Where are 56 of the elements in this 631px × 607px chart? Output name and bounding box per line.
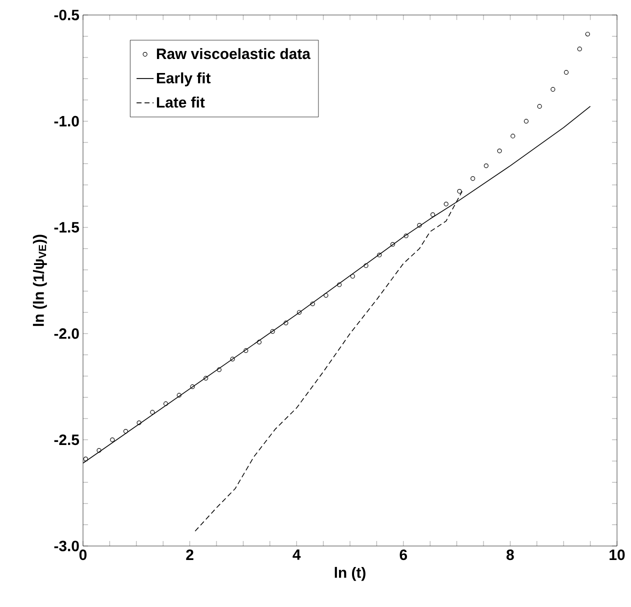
point (377, 252, 382, 258)
point (444, 202, 448, 206)
point (537, 104, 542, 109)
point (417, 222, 422, 228)
point (190, 384, 195, 389)
y-axis-title: ln (ln (1/ψ$_{VE}$)) (32, 234, 47, 326)
point (390, 242, 396, 247)
point (364, 263, 368, 268)
point (337, 282, 342, 288)
point (484, 164, 488, 168)
point (83, 456, 88, 462)
y-tick-label: -1.0 (54, 116, 79, 126)
point (270, 329, 275, 334)
y-tick-label: -2.5 (54, 434, 80, 446)
point (244, 348, 248, 353)
point (310, 302, 315, 306)
point (123, 429, 128, 434)
y-tick-label: -1.5 (54, 222, 80, 233)
point (430, 212, 436, 217)
point (404, 234, 408, 238)
point (577, 46, 582, 52)
point (564, 70, 569, 75)
point (284, 320, 288, 326)
x-tick-label: 6 (400, 550, 408, 560)
point (163, 401, 168, 406)
x-tick-label: 4 (292, 550, 301, 560)
point (256, 340, 262, 344)
point (324, 293, 328, 298)
x-tick-label: 2 (186, 550, 194, 560)
point (216, 367, 222, 372)
point (550, 87, 556, 92)
legend-label: Early fit (156, 72, 211, 86)
point (204, 376, 208, 380)
point (176, 392, 182, 398)
legend-label: Raw viscoelastic data (156, 48, 311, 60)
y-tick-label: -3.0 (54, 540, 79, 552)
x-tick-label: 10 (610, 550, 625, 560)
y-tick-label: -2.0 (54, 328, 79, 339)
point (96, 448, 102, 453)
point (296, 310, 302, 315)
point (497, 148, 502, 154)
point (457, 188, 462, 194)
legend-label: Late fit (156, 96, 205, 108)
point (150, 410, 155, 414)
point (510, 134, 516, 138)
point (230, 356, 235, 362)
x-axis-title: ln (t) (334, 566, 366, 581)
point (524, 118, 529, 124)
point (585, 32, 590, 36)
point (136, 420, 142, 426)
y-tick-label: -0.5 (54, 10, 80, 20)
point (110, 438, 115, 442)
x-tick-label: 0 (79, 550, 87, 560)
x-tick-label: 8 (506, 550, 514, 560)
point (350, 274, 355, 279)
point (470, 176, 476, 181)
